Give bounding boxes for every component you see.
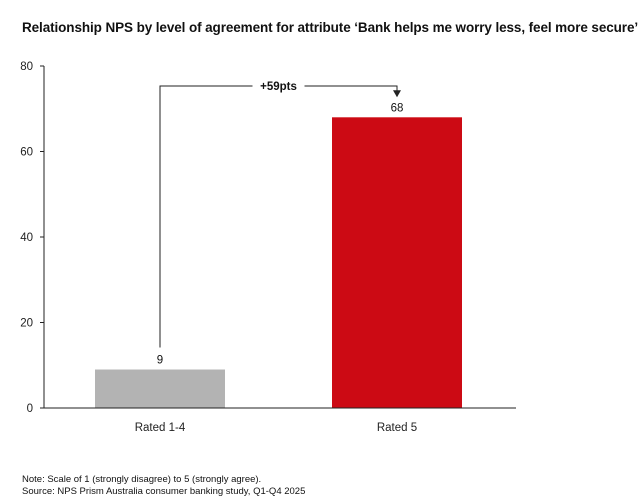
difference-annotation: +59pts [159, 77, 401, 348]
data-label: 68 [391, 102, 404, 114]
y-tick-label: 40 [20, 232, 33, 244]
data-label: 9 [157, 355, 163, 367]
y-tick-label: 0 [27, 403, 33, 415]
y-tick-label: 60 [20, 147, 33, 159]
bar-rated-5 [332, 117, 462, 409]
bar-rated-1-4 [95, 369, 225, 408]
chart-title: Relationship NPS by level of agreement f… [22, 20, 639, 35]
x-axis: Rated 1-4 Rated 5 [44, 407, 516, 434]
x-tick-label: Rated 5 [377, 422, 417, 434]
y-axis: 0 20 40 60 80 [20, 61, 45, 415]
source-note: Source: NPS Prism Australia consumer ban… [22, 486, 306, 497]
footnotes: Note: Scale of 1 (strongly disagree) to … [22, 474, 305, 498]
bars: 9 68 [95, 102, 462, 409]
annotation-label: +59pts [260, 81, 297, 93]
annotation-label-bg [252, 77, 305, 93]
scale-note: Note: Scale of 1 (strongly disagree) to … [22, 474, 262, 485]
difference-arrowhead [393, 90, 401, 98]
y-tick-label: 20 [20, 318, 33, 330]
x-tick-label: Rated 1-4 [135, 422, 186, 434]
y-tick-label: 80 [20, 61, 33, 73]
